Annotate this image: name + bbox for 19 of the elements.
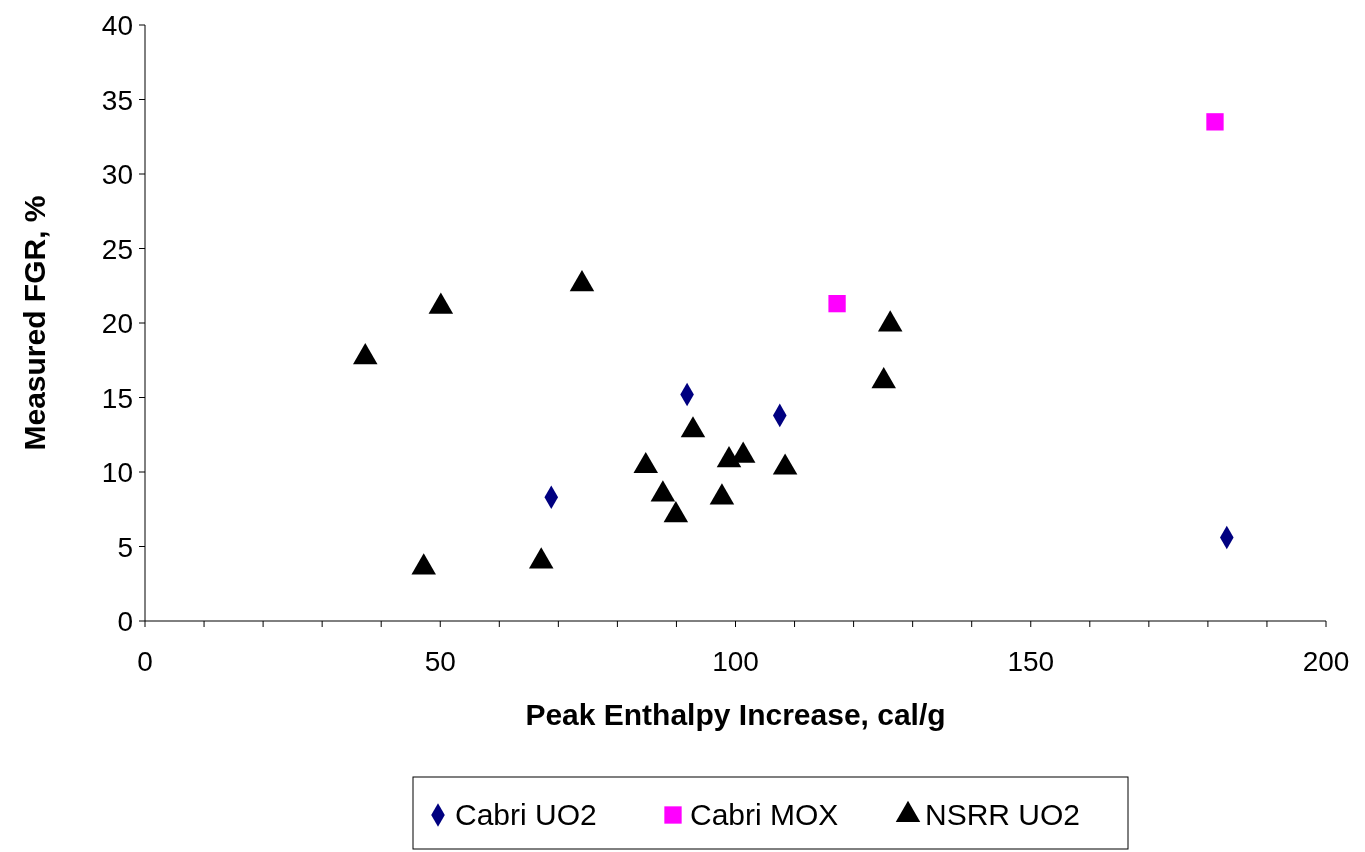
y-tick-label: 0 [117,606,133,637]
y-tick-label: 35 [101,84,133,116]
y-tick-label: 15 [101,382,133,414]
x-tick-label: 200 [1302,646,1350,677]
y-axis-title: Measured FGR, % [18,195,51,451]
y-tick-label: 40 [101,10,133,41]
x-axis-title: Peak Enthalpy Increase, cal/g [525,698,946,731]
x-tick-label: 50 [424,646,456,677]
x-tick-label: 100 [712,646,759,677]
legend-label: Cabri MOX [690,798,839,831]
x-tick-label: 0 [137,646,153,677]
y-tick-label: 25 [101,233,133,265]
legend-label: NSRR UO2 [925,798,1081,831]
y-tick-label: 10 [101,457,133,488]
y-tick-label: 5 [117,531,133,563]
legend-label: Cabri UO2 [455,798,597,831]
y-tick-label: 30 [101,159,133,190]
y-tick-label: 20 [101,308,133,339]
x-tick-label: 150 [1007,646,1055,677]
